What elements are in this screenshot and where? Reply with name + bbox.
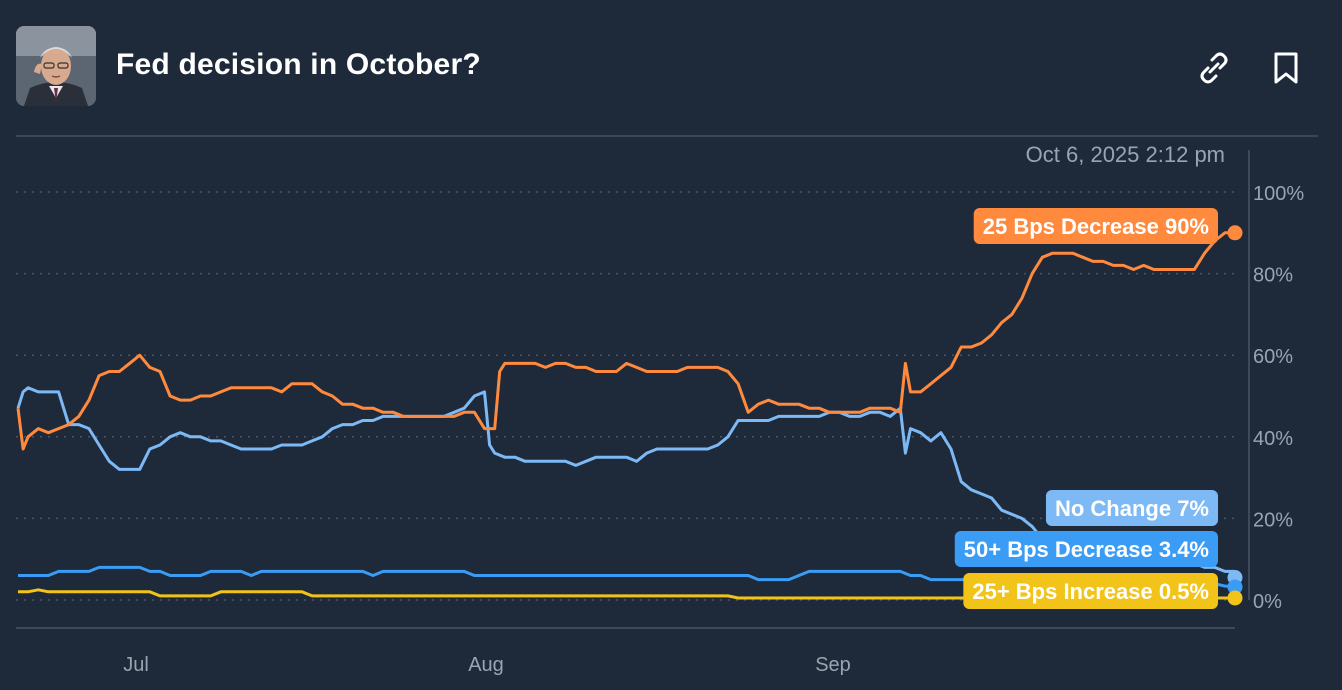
chart-grid [16, 191, 1235, 601]
y-tick-label: 60% [1253, 346, 1293, 368]
series-line-no-change [16, 386, 1235, 573]
bookmark-button[interactable] [1266, 48, 1306, 88]
series-label-badge [954, 531, 1218, 567]
page-title: Fed decision in October? [116, 48, 481, 81]
series-label-text: 50+ Bps Decrease 3.4% [964, 537, 1209, 562]
y-tick-label: 100% [1253, 183, 1304, 205]
header: Fed decision in October? [0, 0, 1342, 137]
y-tick-label: 20% [1253, 509, 1293, 531]
series-label-badge [973, 208, 1218, 244]
x-tick-label: Sep [815, 654, 851, 676]
x-tick-label: Aug [468, 654, 504, 676]
avatar [16, 26, 96, 106]
series-end-dot [1227, 590, 1243, 606]
powell-portrait-image [16, 26, 96, 106]
bookmark-icon [1274, 52, 1298, 84]
series-label-badge [1045, 490, 1218, 526]
header-divider [16, 135, 1318, 137]
y-tick-label: 40% [1253, 428, 1293, 450]
series-label-text: 25+ Bps Increase 0.5% [972, 579, 1209, 604]
timestamp-label: Oct 6, 2025 2:12 pm [1026, 142, 1225, 167]
link-icon [1200, 52, 1228, 84]
y-tick-label: 0% [1253, 591, 1282, 613]
link-button[interactable] [1194, 48, 1234, 88]
y-tick-label: 80% [1253, 265, 1293, 287]
x-ticks: Jul Aug Sep [123, 654, 851, 676]
x-tick-label: Jul [123, 654, 149, 676]
series-end-dot [1227, 225, 1243, 241]
series-label-text: No Change 7% [1055, 496, 1209, 521]
series-label-badge [963, 573, 1218, 609]
y-ticks: 0% 20% 40% 60% 80% 100% [1253, 183, 1304, 613]
series-end-dot [1227, 579, 1243, 595]
series-labels: 25 Bps Decrease 90% No Change 7% 50+ Bps D… [954, 208, 1218, 609]
series-line-25-bps-decrease [16, 231, 1235, 451]
series-label-text: 25 Bps Decrease 90% [983, 214, 1209, 239]
